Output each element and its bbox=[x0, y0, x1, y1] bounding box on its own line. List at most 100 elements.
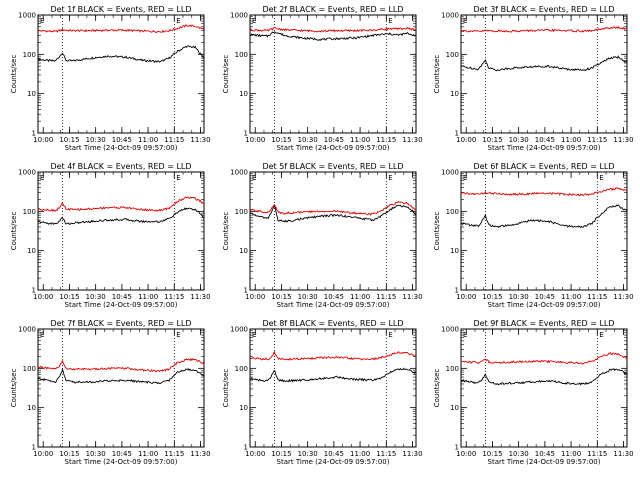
y-tick-label: 10 bbox=[27, 404, 36, 412]
lld-series-line bbox=[460, 352, 628, 365]
x-tick-label: 10:00 bbox=[456, 293, 476, 301]
y-tick-label: 10 bbox=[27, 247, 36, 255]
x-tick-label: 10:15 bbox=[271, 136, 291, 144]
x-tick-label: 11:15 bbox=[587, 293, 607, 301]
flag-label: E bbox=[176, 331, 180, 339]
y-tick-label: 1000 bbox=[18, 169, 36, 177]
y-axis-label: Counts/sec bbox=[222, 55, 230, 94]
flag-label: E bbox=[463, 331, 467, 339]
flag-label: E bbox=[599, 174, 603, 182]
panel-title: Det 2f BLACK = Events, RED = LLD bbox=[262, 5, 403, 14]
x-tick-label: 11:30 bbox=[402, 136, 422, 144]
y-tick-label: 1 bbox=[244, 444, 248, 452]
y-tick-label: 1 bbox=[244, 130, 248, 138]
x-tick-label: 10:15 bbox=[271, 293, 291, 301]
detector-panel-5: Det 5f BLACK = Events, RED = LLD 1 10 100 10… bbox=[222, 162, 423, 309]
x-tick-label: 10:00 bbox=[33, 450, 53, 458]
x-tick-label: 10:15 bbox=[59, 136, 79, 144]
x-tick-label: 11:00 bbox=[138, 450, 158, 458]
x-tick-label: 10:30 bbox=[86, 450, 106, 458]
panel-title: Det 8f BLACK = Events, RED = LLD bbox=[262, 319, 403, 328]
y-tick-label: 1 bbox=[244, 287, 248, 295]
x-tick-label: 11:00 bbox=[350, 450, 370, 458]
x-tick-label: 10:15 bbox=[482, 293, 502, 301]
y-tick-label: 10 bbox=[239, 90, 248, 98]
x-tick-label: 10:00 bbox=[33, 293, 53, 301]
y-tick-label: 10 bbox=[27, 90, 36, 98]
x-tick-label: 10:15 bbox=[59, 450, 79, 458]
x-tick-label: 10:00 bbox=[245, 136, 265, 144]
y-tick-label: 1 bbox=[32, 130, 36, 138]
x-tick-label: 10:15 bbox=[271, 450, 291, 458]
x-tick-label: 10:45 bbox=[535, 136, 555, 144]
y-tick-label: 1 bbox=[455, 287, 459, 295]
lld-series-line bbox=[249, 26, 417, 33]
y-tick-label: 100 bbox=[23, 51, 36, 59]
events-series-line bbox=[37, 367, 205, 385]
x-tick-label: 11:30 bbox=[190, 136, 210, 144]
x-tick-label: 10:45 bbox=[324, 136, 344, 144]
plot-frame bbox=[37, 14, 205, 134]
x-axis-label: Start Time (24-Oct-09 09:57:00) bbox=[277, 458, 390, 466]
plot-frame bbox=[460, 171, 628, 291]
x-tick-label: 10:30 bbox=[509, 293, 529, 301]
detector-panel-1: Det 1f BLACK = Events, RED = LLD 1 10 100 10… bbox=[10, 5, 211, 152]
events-series-line bbox=[37, 45, 205, 63]
x-tick-label: 10:00 bbox=[245, 450, 265, 458]
detector-panel-9: Det 9f BLACK = Events, RED = LLD 1 10 100 10… bbox=[433, 319, 634, 466]
y-tick-label: 1000 bbox=[230, 12, 248, 20]
flag-label: E bbox=[599, 17, 603, 25]
y-tick-label: 1000 bbox=[441, 12, 459, 20]
lld-series-line bbox=[249, 350, 417, 361]
x-tick-label: 11:15 bbox=[376, 136, 396, 144]
plot-frame bbox=[37, 171, 205, 291]
y-tick-label: 100 bbox=[235, 365, 248, 373]
flag-label: E bbox=[463, 174, 467, 182]
plot-frame bbox=[37, 328, 205, 448]
panel-title: Det 1f BLACK = Events, RED = LLD bbox=[50, 5, 191, 14]
y-tick-label: 1000 bbox=[441, 326, 459, 334]
x-tick-label: 10:15 bbox=[482, 136, 502, 144]
y-tick-label: 100 bbox=[235, 51, 248, 59]
x-tick-label: 11:15 bbox=[376, 450, 396, 458]
x-tick-label: 11:15 bbox=[164, 450, 184, 458]
events-series-line bbox=[249, 204, 417, 223]
x-tick-label: 11:00 bbox=[561, 450, 581, 458]
x-tick-label: 10:15 bbox=[59, 293, 79, 301]
lld-series-line bbox=[460, 25, 628, 33]
x-tick-label: 11:15 bbox=[587, 136, 607, 144]
x-axis-label: Start Time (24-Oct-09 09:57:00) bbox=[65, 301, 178, 309]
flag-label: E bbox=[388, 17, 392, 25]
x-tick-label: 11:15 bbox=[164, 136, 184, 144]
y-axis-label: Counts/sec bbox=[10, 55, 18, 94]
x-tick-label: 10:45 bbox=[112, 136, 132, 144]
detector-panel-2: Det 2f BLACK = Events, RED = LLD 1 10 100 10… bbox=[222, 5, 423, 152]
plot-frame bbox=[249, 328, 417, 448]
events-series-line bbox=[460, 204, 628, 229]
flag-label: E bbox=[388, 331, 392, 339]
detector-panel-4: Det 4f BLACK = Events, RED = LLD 1 10 100 10… bbox=[10, 162, 211, 309]
x-tick-label: 10:30 bbox=[509, 136, 529, 144]
flag-label: E bbox=[599, 331, 603, 339]
events-series-line bbox=[249, 367, 417, 383]
y-tick-label: 1 bbox=[32, 287, 36, 295]
x-tick-label: 10:30 bbox=[509, 450, 529, 458]
x-tick-label: 10:45 bbox=[112, 293, 132, 301]
events-series-line bbox=[249, 31, 417, 42]
x-tick-label: 11:00 bbox=[138, 136, 158, 144]
x-tick-label: 11:30 bbox=[613, 450, 633, 458]
y-tick-label: 10 bbox=[239, 404, 248, 412]
x-tick-label: 10:45 bbox=[324, 450, 344, 458]
x-tick-label: 10:30 bbox=[86, 293, 106, 301]
y-axis-label: Counts/sec bbox=[10, 369, 18, 408]
x-tick-label: 11:30 bbox=[613, 136, 633, 144]
plot-frame bbox=[460, 14, 628, 134]
events-series-line bbox=[460, 55, 628, 72]
flag-label: E bbox=[388, 174, 392, 182]
x-tick-label: 10:30 bbox=[298, 293, 318, 301]
y-tick-label: 1000 bbox=[18, 12, 36, 20]
panel-title: Det 3f BLACK = Events, RED = LLD bbox=[473, 5, 614, 14]
y-tick-label: 100 bbox=[446, 365, 459, 373]
flag-label: E bbox=[40, 17, 44, 25]
